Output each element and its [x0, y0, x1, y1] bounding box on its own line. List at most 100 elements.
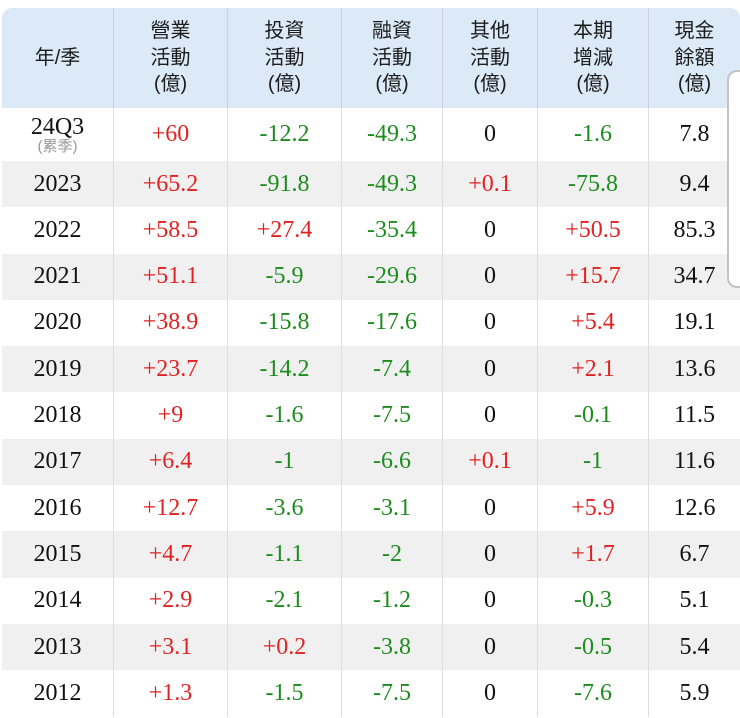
value-cell-net-change: +2.1 — [537, 346, 648, 393]
value-cell-cash-balance: 19.1 — [648, 299, 740, 347]
table-row: 2022 +58.5 +27.4 -35.4 0 +50.5 85.3 — [2, 207, 740, 254]
value-cell-cash-balance: 12.6 — [648, 485, 740, 532]
table-row: 2018 +9 -1.6 -7.5 0 -0.1 11.5 — [2, 392, 740, 439]
year-label: 2014 — [33, 587, 82, 614]
year-label: 2018 — [33, 402, 82, 429]
year-note: (累季) — [37, 137, 78, 155]
column-header-cash-balance: 現金 餘額 (億) — [648, 8, 740, 108]
year-cell: 2022 — [2, 207, 113, 253]
value-cell-net-change: -7.6 — [537, 670, 648, 717]
year-label: 2013 — [33, 633, 82, 660]
value-cell-financing: -49.3 — [341, 108, 442, 161]
value-cell-cash-balance: 5.1 — [648, 577, 740, 624]
value-cell-cash-balance: 11.6 — [648, 438, 740, 486]
value-cell-net-change: +15.7 — [537, 253, 648, 300]
value-cell-net-change: +50.5 — [537, 207, 648, 254]
year-cell: 2018 — [2, 392, 113, 438]
year-cell: 2021 — [2, 254, 113, 300]
value-cell-other: 0 — [442, 346, 537, 393]
column-header-investing: 投資 活動 (億) — [227, 8, 341, 108]
table-row: 2016 +12.7 -3.6 -3.1 0 +5.9 12.6 — [2, 485, 740, 532]
value-cell-cash-balance: 13.6 — [648, 346, 740, 393]
value-cell-cash-balance: 5.4 — [648, 623, 740, 671]
value-cell-net-change: +1.7 — [537, 531, 648, 578]
value-cell-investing: -12.2 — [227, 108, 341, 161]
value-cell-operating: +38.9 — [113, 299, 227, 347]
value-cell-operating: +12.7 — [113, 485, 227, 532]
table-row: 24Q3 (累季) +60 -12.2 -49.3 0 -1.6 7.8 — [2, 108, 740, 161]
value-cell-investing: -1.6 — [227, 392, 341, 439]
year-cell: 2016 — [2, 485, 113, 531]
year-cell: 2023 — [2, 161, 113, 207]
year-cell: 2014 — [2, 578, 113, 624]
value-cell-investing: -3.6 — [227, 485, 341, 532]
year-cell: 2020 — [2, 300, 113, 346]
year-label: 2012 — [33, 679, 82, 706]
value-cell-financing: -49.3 — [341, 161, 442, 208]
column-header-other: 其他 活動 (億) — [442, 8, 537, 108]
value-cell-net-change: -0.3 — [537, 577, 648, 624]
table-row: 2017 +6.4 -1 -6.6 +0.1 -1 11.6 — [2, 438, 740, 486]
value-cell-financing: -17.6 — [341, 299, 442, 347]
value-cell-financing: -2 — [341, 531, 442, 578]
column-header-operating: 營業 活動 (億) — [113, 8, 227, 108]
value-cell-net-change: +5.4 — [537, 299, 648, 347]
table-row: 2012 +1.3 -1.5 -7.5 0 -7.6 5.9 — [2, 670, 740, 717]
value-cell-investing: -15.8 — [227, 299, 341, 347]
value-cell-operating: +1.3 — [113, 670, 227, 717]
value-cell-cash-balance: 5.9 — [648, 670, 740, 717]
value-cell-operating: +60 — [113, 108, 227, 161]
value-cell-other: 0 — [442, 253, 537, 300]
value-cell-investing: -5.9 — [227, 253, 341, 300]
value-cell-operating: +23.7 — [113, 346, 227, 393]
value-cell-net-change: -1.6 — [537, 108, 648, 161]
value-cell-cash-balance: 11.5 — [648, 392, 740, 439]
year-label: 2017 — [33, 448, 82, 475]
year-cell: 2017 — [2, 439, 113, 485]
value-cell-operating: +58.5 — [113, 207, 227, 254]
value-cell-investing: -1.5 — [227, 670, 341, 717]
year-label: 2019 — [33, 355, 82, 382]
cashflow-table: 年/季 營業 活動 (億) 投資 活動 (億) 融資 活動 (億) 其他 活動 (億) 本… — [2, 8, 740, 717]
value-cell-cash-balance: 6.7 — [648, 531, 740, 578]
value-cell-other: 0 — [442, 299, 537, 347]
table-body: 24Q3 (累季) +60 -12.2 -49.3 0 -1.6 7.8 2023 +65.2 -9… — [2, 108, 740, 717]
scrollbar-thumb[interactable] — [727, 70, 740, 288]
value-cell-operating: +9 — [113, 392, 227, 439]
value-cell-financing: -1.2 — [341, 577, 442, 624]
value-cell-other: 0 — [442, 670, 537, 717]
value-cell-other: 0 — [442, 392, 537, 439]
value-cell-cash-balance: 34.7 — [648, 253, 740, 300]
year-cell: 2015 — [2, 531, 113, 577]
value-cell-other: 0 — [442, 623, 537, 671]
year-label: 2016 — [33, 494, 82, 521]
table-row: 2014 +2.9 -2.1 -1.2 0 -0.3 5.1 — [2, 577, 740, 624]
table-row: 2015 +4.7 -1.1 -2 0 +1.7 6.7 — [2, 531, 740, 578]
table-row: 2019 +23.7 -14.2 -7.4 0 +2.1 13.6 — [2, 346, 740, 393]
value-cell-investing: +27.4 — [227, 207, 341, 254]
value-cell-net-change: -0.1 — [537, 392, 648, 439]
year-label: 2023 — [33, 170, 82, 197]
value-cell-cash-balance: 85.3 — [648, 207, 740, 254]
table-row: 2021 +51.1 -5.9 -29.6 0 +15.7 34.7 — [2, 253, 740, 300]
value-cell-financing: -7.5 — [341, 670, 442, 717]
year-label: 2020 — [33, 309, 82, 336]
value-cell-other: +0.1 — [442, 438, 537, 486]
value-cell-net-change: -1 — [537, 438, 648, 486]
year-cell: 2019 — [2, 346, 113, 392]
value-cell-operating: +4.7 — [113, 531, 227, 578]
value-cell-investing: +0.2 — [227, 623, 341, 671]
table-row: 2023 +65.2 -91.8 -49.3 +0.1 -75.8 9.4 — [2, 161, 740, 208]
value-cell-financing: -29.6 — [341, 253, 442, 300]
value-cell-operating: +2.9 — [113, 577, 227, 624]
year-label: 24Q3 — [30, 113, 85, 140]
value-cell-financing: -7.4 — [341, 346, 442, 393]
year-label: 2022 — [33, 216, 82, 243]
value-cell-other: 0 — [442, 531, 537, 578]
table-header-row: 年/季 營業 活動 (億) 投資 活動 (億) 融資 活動 (億) 其他 活動 (億) 本… — [2, 8, 740, 108]
table-row: 2020 +38.9 -15.8 -17.6 0 +5.4 19.1 — [2, 299, 740, 347]
value-cell-operating: +3.1 — [113, 623, 227, 671]
year-cell: 24Q3 (累季) — [2, 108, 113, 161]
value-cell-financing: -3.1 — [341, 485, 442, 532]
value-cell-operating: +65.2 — [113, 161, 227, 208]
